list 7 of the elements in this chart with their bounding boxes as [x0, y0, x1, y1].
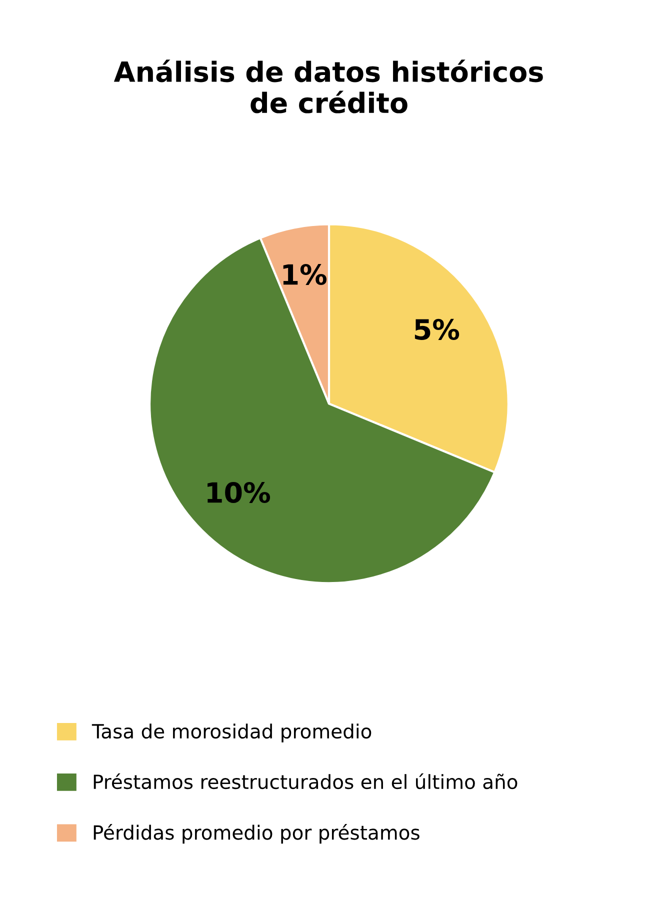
data-label: 1% [283, 264, 326, 286]
legend-label: Pérdidas promedio por préstamos [94, 824, 420, 844]
legend-label: Préstamos reestructurados en el último año [94, 773, 518, 790]
chart-title: Análisis de datos históricos de crédito [114, 60, 543, 114]
legend-label: Tasa de morosidad promedio [92, 724, 372, 742]
data-label: 10% [208, 482, 270, 504]
data-label: 5% [414, 318, 460, 340]
